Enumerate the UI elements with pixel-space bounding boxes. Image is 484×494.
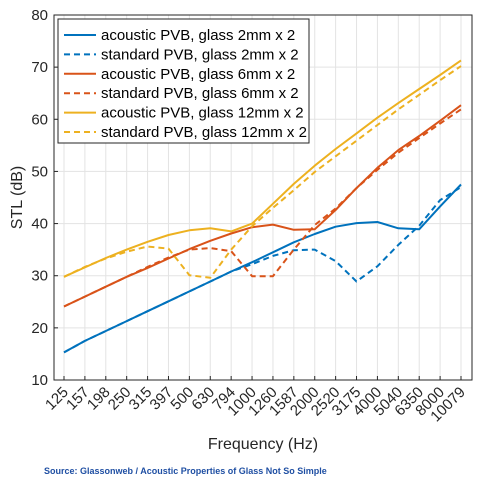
series-line: [63, 186, 462, 354]
series-lines: [63, 59, 462, 354]
series-line: [63, 108, 462, 308]
legend-entry-label: standard PVB, glass 2mm x 2: [101, 46, 299, 63]
y-axis-ticks: 10 20 30 40 50 60 70 80: [31, 7, 58, 389]
plot-frame: [53, 14, 473, 381]
y-tick-label: 30: [31, 268, 48, 285]
legend-entry-label: standard PVB, glass 6mm x 2: [101, 85, 299, 102]
y-tick-label: 40: [31, 216, 48, 233]
x-axis-label: Frequency (Hz): [208, 436, 318, 453]
legend-entry-label: acoustic PVB, glass 6mm x 2: [101, 66, 295, 83]
y-tick-label: 80: [31, 7, 48, 24]
legend-entry-label: acoustic PVB, glass 2mm x 2: [101, 27, 295, 44]
y-tick-label: 20: [31, 320, 48, 337]
legend: acoustic PVB, glass 2mm x 2 standard PVB,…: [57, 18, 310, 144]
y-tick-label: 50: [31, 163, 48, 180]
legend-entry-label: acoustic PVB, glass 12mm x 2: [101, 105, 304, 122]
y-tick-label: 60: [31, 111, 48, 128]
series-line: [63, 59, 462, 278]
x-axis-ticks: 1251571982503153975006307941000126015872…: [42, 376, 469, 425]
legend-box: [57, 18, 310, 144]
y-tick-label: 10: [31, 372, 48, 389]
source-note: Source: Glassonweb / Acoustic Properties…: [44, 466, 327, 476]
series-line: [63, 65, 462, 279]
y-axis-label: STL (dB): [9, 166, 26, 229]
legend-entry-label: standard PVB, glass 12mm x 2: [101, 124, 307, 141]
y-tick-label: 70: [31, 59, 48, 76]
